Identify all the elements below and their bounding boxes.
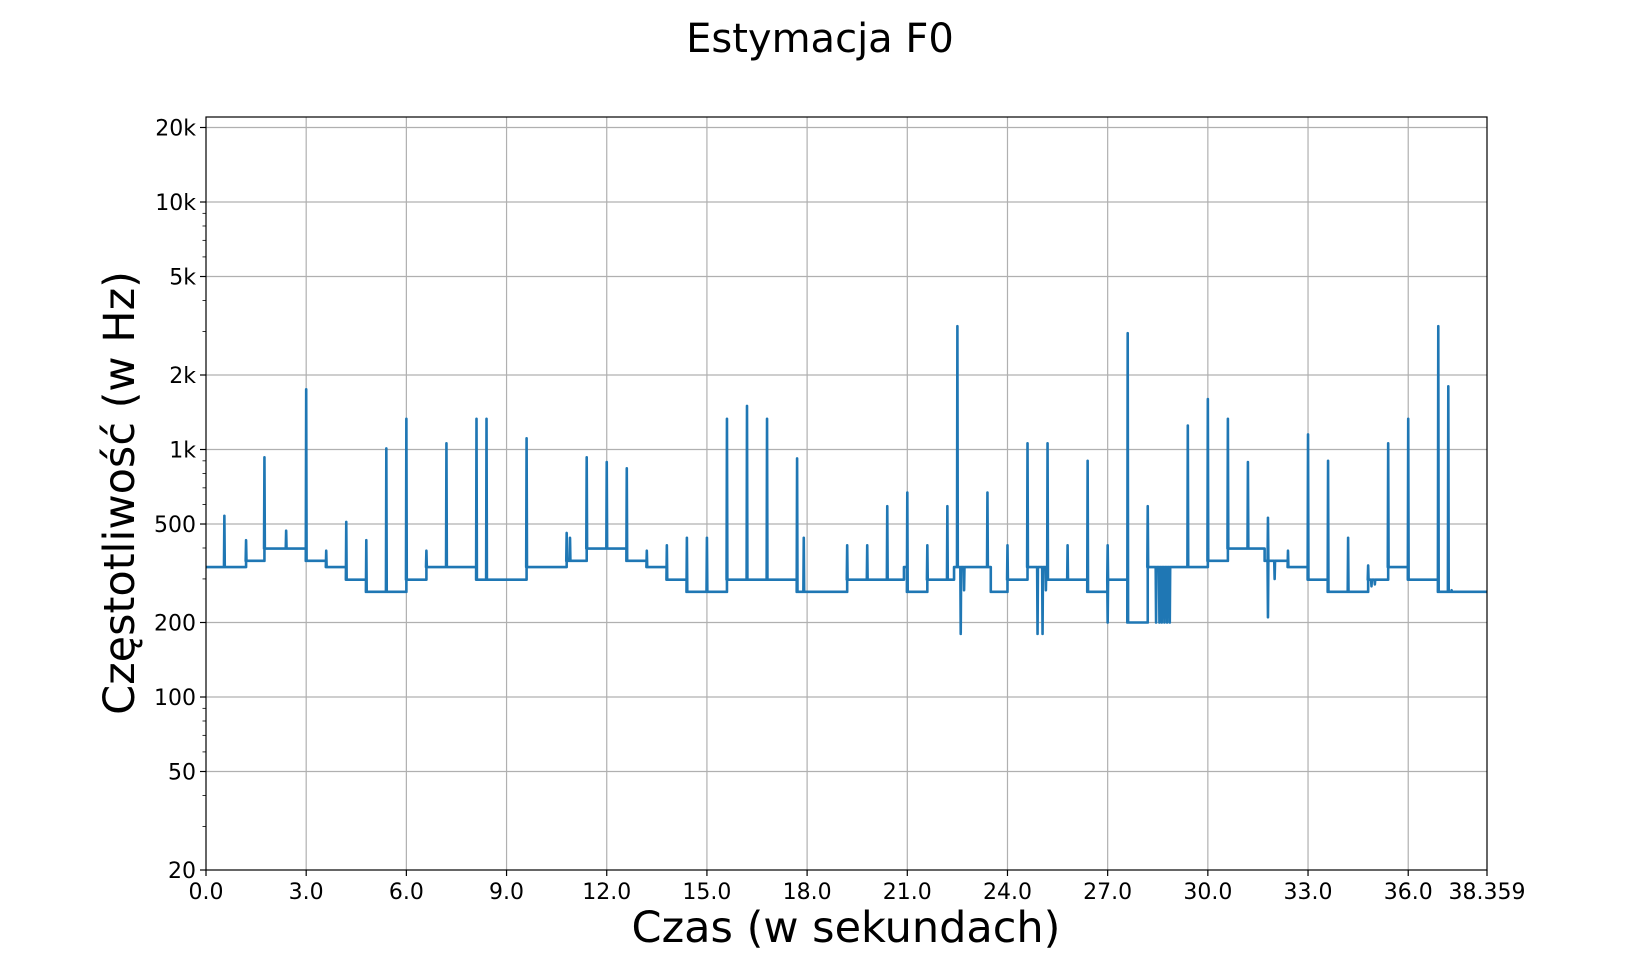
x-tick-label: 9.0 (489, 880, 524, 905)
x-tick-label: 18.0 (783, 880, 832, 905)
x-tick-label: 21.0 (883, 880, 932, 905)
x-tick-label: 3.0 (289, 880, 324, 905)
y-axis-label: Częstotliwość (w Hz) (95, 271, 145, 715)
grid-lines (206, 117, 1487, 870)
x-tick-label: 6.0 (389, 880, 424, 905)
x-tick-label: 12.0 (582, 880, 631, 905)
y-tick-label: 2k (169, 364, 196, 389)
plot-frame (205, 116, 1488, 871)
y-tick-label: 1k (169, 439, 196, 464)
y-tick-label: 50 (168, 761, 196, 786)
x-tick-label: 15.0 (682, 880, 731, 905)
y-tick-label: 200 (154, 612, 196, 637)
y-tick-label: 20k (155, 117, 196, 142)
x-tick-label: 24.0 (983, 880, 1032, 905)
chart-title: Estymacja F0 (686, 16, 954, 62)
x-axis-label: Czas (w sekundach) (632, 903, 1061, 953)
x-tick-label: 27.0 (1083, 880, 1132, 905)
x-tick-label: 36.0 (1384, 880, 1433, 905)
f0-line (206, 324, 1487, 636)
series-layer (206, 324, 1487, 636)
y-axis: 20 50 100 200 500 1k 2k 5k 10k 20k (154, 117, 206, 884)
y-tick-label: 5k (169, 266, 196, 291)
x-tick-label: 33.0 (1284, 880, 1333, 905)
x-tick-label: 30.0 (1183, 880, 1232, 905)
y-tick-label: 10k (155, 191, 196, 216)
y-tick-label: 500 (154, 513, 196, 538)
x-tick-label: 0.0 (189, 880, 224, 905)
y-tick-label: 20 (168, 859, 196, 884)
x-axis: 0.0 3.0 6.0 9.0 12.0 15.0 18.0 21.0 24.0 27.0 30.0… (189, 870, 1526, 905)
x-tick-label: 38.359 (1449, 880, 1526, 905)
y-tick-label: 100 (154, 686, 196, 711)
